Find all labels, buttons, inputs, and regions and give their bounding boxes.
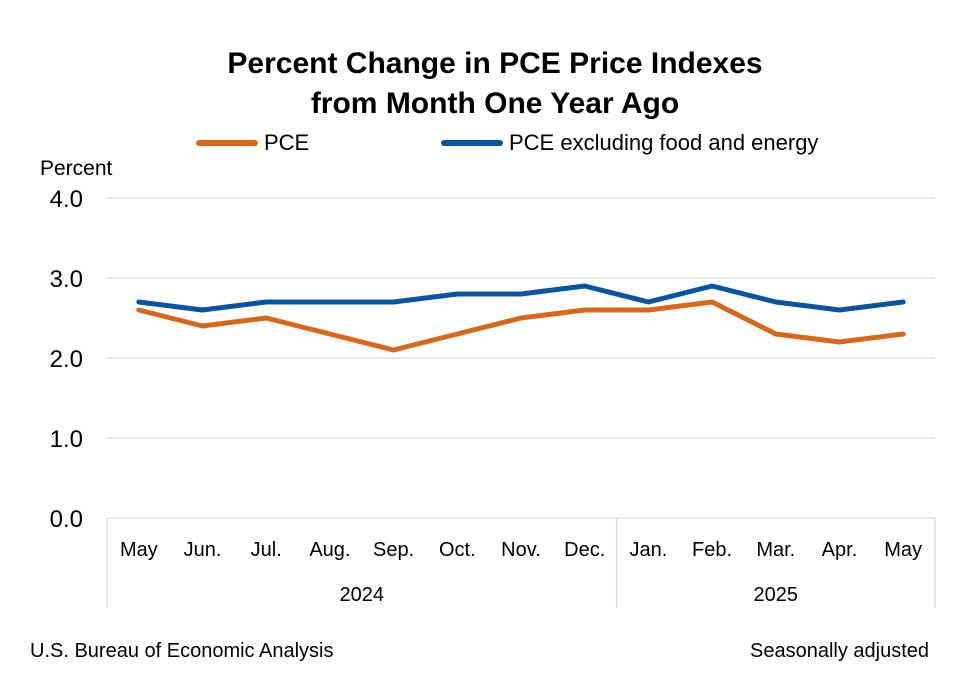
- seasonal-note: Seasonally adjusted: [750, 640, 929, 662]
- data-point-core-pce: [521, 294, 522, 295]
- data-point-pce: [266, 318, 267, 319]
- x-tick-label: Sep.: [373, 539, 414, 561]
- data-point-pce: [202, 326, 203, 327]
- data-point-pce: [775, 334, 776, 335]
- x-tick-label: Jan.: [629, 539, 667, 561]
- data-point-core-pce: [266, 302, 267, 303]
- legend-label-core-pce: PCE excluding food and energy: [509, 130, 818, 155]
- x-tick-label: Dec.: [564, 539, 605, 561]
- data-point-core-pce: [393, 302, 394, 303]
- data-point-pce: [521, 318, 522, 319]
- data-point-pce: [648, 310, 649, 311]
- data-point-pce: [903, 334, 904, 335]
- data-point-pce: [457, 334, 458, 335]
- data-point-core-pce: [903, 302, 904, 303]
- data-point-core-pce: [839, 310, 840, 311]
- x-tick-label: Feb.: [692, 539, 732, 561]
- data-point-pce: [584, 310, 585, 311]
- chart-title-line-1: Percent Change in PCE Price Indexes: [227, 47, 762, 80]
- source-note: U.S. Bureau of Economic Analysis: [30, 640, 333, 662]
- data-point-pce: [839, 342, 840, 343]
- data-point-core-pce: [138, 302, 139, 303]
- data-point-core-pce: [648, 302, 649, 303]
- x-tick-label: May: [884, 539, 922, 561]
- x-tick-label: Mar.: [756, 539, 795, 561]
- data-point-pce: [393, 350, 394, 351]
- x-tick-label: Jul.: [251, 539, 282, 561]
- series-lines: [136, 283, 906, 353]
- data-point-core-pce: [775, 302, 776, 303]
- x-tick-label: Oct.: [439, 539, 476, 561]
- legend-label-pce: PCE: [264, 130, 309, 155]
- chart-title-line-2: from Month One Year Ago: [311, 87, 679, 120]
- chart-legend: PCE PCE excluding food and energy: [196, 130, 818, 155]
- y-tick-label: 2.0: [50, 346, 83, 373]
- data-point-core-pce: [202, 310, 203, 311]
- data-point-core-pce: [329, 302, 330, 303]
- series-line-pce: [136, 299, 906, 353]
- data-point-core-pce: [584, 286, 585, 287]
- y-tick-label: 4.0: [50, 186, 83, 213]
- x-tick-label: May: [120, 539, 158, 561]
- gridlines: [107, 197, 935, 439]
- data-point-pce: [329, 334, 330, 335]
- x-tick-label: Apr.: [822, 539, 858, 561]
- data-point-pce: [138, 310, 139, 311]
- y-tick-label: 0.0: [50, 506, 83, 533]
- x-tick-label: Nov.: [501, 539, 541, 561]
- x-tick-label: Jun.: [184, 539, 222, 561]
- series-line-core-pce: [136, 283, 906, 313]
- y-tick-label: 1.0: [50, 426, 83, 453]
- y-axis-ticks: 0.0 1.0 2.0 3.0 4.0: [50, 186, 83, 533]
- y-tick-label: 3.0: [50, 266, 83, 293]
- x-tick-label: Aug.: [309, 539, 350, 561]
- x-axis: May Jun. Jul. Aug. Sep. Oct. Nov. Dec. Jan. Feb. M…: [106, 517, 936, 608]
- data-point-core-pce: [457, 294, 458, 295]
- year-label-2024: 2024: [340, 584, 385, 606]
- data-point-pce: [712, 302, 713, 303]
- y-axis-title: Percent: [40, 157, 113, 180]
- year-label-2025: 2025: [754, 584, 799, 606]
- data-point-core-pce: [712, 286, 713, 287]
